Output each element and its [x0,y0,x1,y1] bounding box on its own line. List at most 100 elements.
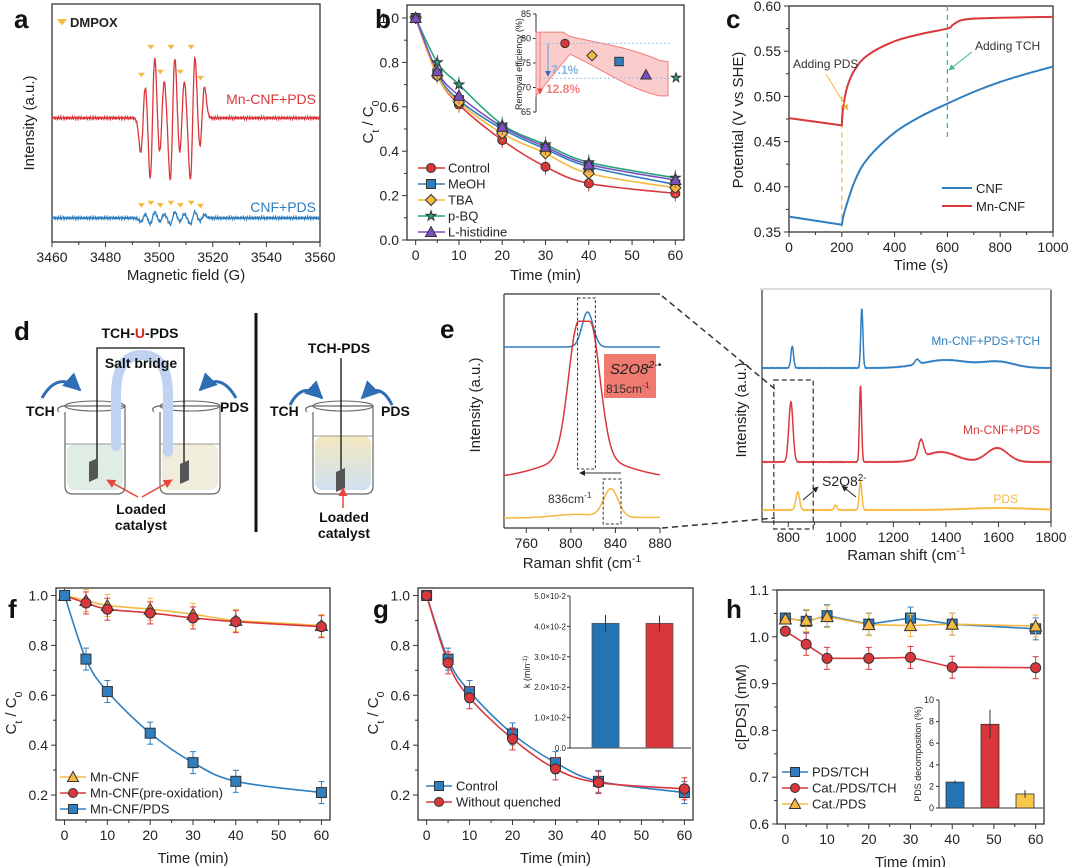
x-tick-label: 30 [548,827,564,843]
diagram-title-right: TCH-PDS [308,340,370,356]
x-tick-label: 40 [581,247,597,263]
inset-y-tick-label: 70 [521,83,531,93]
data-point [550,763,561,775]
zoom-region-box [773,379,814,530]
y-tick-label: 0.8 [29,637,49,653]
x-tick-label: 800 [777,529,801,545]
x-tick-label: 50 [624,247,640,263]
legend-marker [790,767,800,777]
series-line-CNF [788,65,1054,226]
data-point [946,661,958,673]
x-tick-label: 30 [538,247,554,263]
spectrum-Mn-CNF+PDS+TCH [761,308,1052,370]
inset-y-tick-label: 1.0×10-2 [534,714,566,723]
dmpox-marker [187,44,195,50]
electrode-wire [96,347,185,470]
annotation-pds-peak: 836cm-1 [548,490,592,506]
y-tick-label: 0.40 [754,179,781,195]
x-axis-label: Time (min) [520,850,591,867]
x-tick-label: 20 [142,827,158,843]
x-tick-label: 60 [677,827,693,843]
panel-a: 3460 3480 3500 3520 3540 3560 Magnetic field (… [21,3,336,284]
legend-label: Mn-CNF/PDS [90,802,170,817]
legend-marker [424,225,438,237]
panel-label-c: c [726,4,740,34]
y-tick-label: 0.35 [754,224,781,240]
inset-point-Control [560,38,570,49]
legend-label: PDS/TCH [812,765,869,780]
data-point [315,787,327,799]
data-point [452,89,466,101]
x-tick-label: 30 [903,831,919,847]
x-tick-label: 10 [100,827,116,843]
panel-label-e: e [440,314,454,344]
legend-marker [790,783,800,793]
y-tick-label: 0.50 [754,88,781,104]
y-axis-label: Potential (V vs SHE) [730,52,747,189]
catalyst-label: catalyst [115,517,167,533]
inset-bar-Without quenched [645,622,674,749]
tch-label: TCH [270,403,299,419]
series-label: Mn-CNF+PDS+TCH [931,334,1040,348]
beaker-rim [312,400,374,412]
y-tick-label: 1.0 [750,629,770,645]
inset-bar-Control [591,622,620,749]
pointer-arrow [141,479,173,498]
beaker-liquid [162,444,218,490]
x-tick-label: 0 [785,239,793,255]
dmpox-marker [147,200,155,206]
pointer-arrow [106,479,139,498]
y-tick-label: 0.7 [750,769,770,785]
data-point [452,77,466,91]
inset-y-label: PDS decomposition (%) [913,706,923,802]
beaker-rim [64,400,126,412]
inset-point-MeOH [614,56,624,67]
y-tick-label: 0.9 [750,676,770,692]
x-tick-label: 60 [668,247,684,263]
legend-marker [66,770,80,782]
x-axis-label: Time (min) [157,850,228,867]
data-point [495,120,509,132]
inset-bar-PDS/TCH [945,781,965,809]
inset-y-tick-label: 4 [929,760,934,770]
dmpox-marker [147,44,155,50]
y-tick-label: 0.2 [29,787,49,803]
x-tick-label: 40 [944,831,960,847]
y-tick-label: 0.4 [29,737,49,753]
x-tick-label: 880 [648,535,672,551]
data-point [539,140,552,152]
legend-label: MeOH [448,177,486,192]
dmpox-marker [156,203,164,208]
y-tick-label: 0.6 [380,99,400,115]
data-point [101,686,113,698]
x-tick-label: 200 [830,239,854,255]
y-tick-label: 1.0 [29,587,49,603]
legend-marker [57,19,67,26]
inset-y-tick-label: 2.0×10-2 [534,683,566,692]
series-label: PDS [993,492,1018,506]
panel-label-g: g [373,594,389,624]
data-point [315,621,327,633]
data-point [668,173,682,186]
data-point [903,618,918,632]
y-axis-label: Ct / C0 [365,691,387,734]
y-tick-label: 0.6 [750,816,770,832]
x-tick-label: 1800 [1035,529,1066,545]
series-line-Mn-CNF [788,15,1054,127]
pds-label: PDS [220,399,249,415]
data-point [799,613,814,626]
dmpox-marker [196,203,204,209]
dmpox-marker [138,72,146,78]
salt-bridge [111,349,173,457]
legend-label: Cat./PDS/TCH [812,781,897,796]
data-point [820,609,834,623]
legend-label: TBA [448,193,474,208]
y-tick-label: 0.8 [391,637,411,653]
legend-marker [68,804,78,814]
annotation-arrow [948,51,973,71]
annotation-box [604,354,656,398]
x-tick-label: 760 [515,535,539,551]
x-axis-label: Raman shift (cm-1 [847,545,966,564]
y-tick-label: 0.6 [29,687,49,703]
